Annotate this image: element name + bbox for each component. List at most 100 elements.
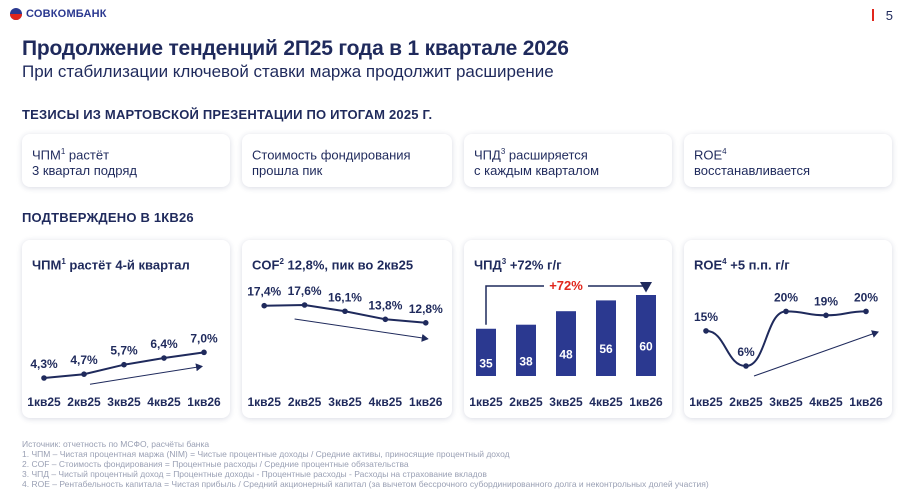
data-point xyxy=(121,361,127,368)
data-point xyxy=(201,349,207,356)
thesis-text: Стоимость фондирования прошла пик xyxy=(252,144,411,179)
data-point xyxy=(161,355,167,361)
bar xyxy=(476,328,496,376)
data-label: 15% xyxy=(694,310,718,324)
thesis-footnote-ref: 4 xyxy=(722,147,727,156)
footnote-3: 3. ЧПД – Чистый процентный доход = Проце… xyxy=(22,469,487,479)
x-tick-label: 2кв25 xyxy=(288,395,322,409)
metric-footnote-ref: 3 xyxy=(501,257,507,266)
metric-card-heading: ЧПМ1 растёт 4-й квартал xyxy=(32,257,190,272)
data-point xyxy=(422,320,429,326)
thesis-card-nim: ЧПМ1 растёт 3 квартал подряд xyxy=(22,134,230,187)
bar xyxy=(636,295,656,376)
series-line xyxy=(705,310,867,368)
x-tick-label: 1кв25 xyxy=(248,395,282,409)
confirmed-section-title: ПОДТВЕРЖДЕНО В 1КВ26 xyxy=(22,210,194,225)
thesis-card-roe: ROE4 восстанавливается xyxy=(684,134,892,187)
data-point xyxy=(823,312,829,319)
data-point xyxy=(382,316,389,323)
metric-card-nim: ЧПМ1 растёт 4-й квартал 1кв25 2кв25 3кв25 4… xyxy=(22,240,230,418)
thesis-body: прошла пик xyxy=(252,163,323,179)
thesis-card-nii: ЧПД3 расширяется с каждым кварталом xyxy=(464,134,672,187)
slide-title: Продолжение тенденций 2П25 года в 1 квар… xyxy=(22,37,569,60)
data-label: 4,7% xyxy=(70,353,98,367)
bar xyxy=(556,311,576,376)
data-point xyxy=(301,302,308,308)
data-label: 13,8% xyxy=(368,298,402,312)
data-label: 17,6% xyxy=(288,284,322,298)
metric-footnote-ref: 1 xyxy=(61,257,66,266)
thesis-body: растёт 3 квартал подряд xyxy=(32,147,137,179)
footnote-source: Источник: отчетность по МСФО, расчёты ба… xyxy=(22,439,210,449)
metric-label: ЧПД xyxy=(474,257,502,273)
bar-value-label: 35 xyxy=(479,356,493,370)
bank-logo: СОВКОМБАНК xyxy=(10,8,107,20)
thesis-label: ЧПД xyxy=(474,147,501,163)
footnote-4: 4. ROE – Рентабельность капитала = Чиста… xyxy=(22,479,709,489)
trend-arrow xyxy=(753,330,879,377)
x-tick-label: 4кв25 xyxy=(589,395,623,409)
growth-label-background xyxy=(544,277,588,293)
roe-line-chart: 1кв25 2кв25 3кв25 4кв25 1кв26 15% 6% 20% 19% 20% xyxy=(689,290,883,409)
x-tick-label: 1кв25 xyxy=(27,395,61,409)
data-point xyxy=(261,302,268,309)
theses-section-title: ТЕЗИСЫ ИЗ МАРТОВСКОЙ ПРЕЗЕНТАЦИИ ПО ИТОГ… xyxy=(22,107,433,122)
x-tick-label: 2кв25 xyxy=(509,395,543,409)
metric-text: +72% г/г xyxy=(509,257,562,273)
footnote-2: 2. COF – Стоимость фондирования = Процен… xyxy=(22,459,409,469)
data-point xyxy=(863,308,869,315)
x-tick-label: 4кв25 xyxy=(147,395,181,409)
metric-card-roe: ROE4 +5 п.п. г/г 1кв25 2кв25 3кв25 4кв25 1кв… xyxy=(684,240,892,418)
data-point xyxy=(703,328,709,334)
data-label: 20% xyxy=(774,290,798,304)
x-tick-label: 3кв25 xyxy=(769,395,803,409)
data-point xyxy=(342,308,348,315)
metric-footnote-ref: 4 xyxy=(722,257,727,266)
metric-text: растёт 4-й квартал xyxy=(69,257,190,273)
data-point xyxy=(41,375,47,381)
bar xyxy=(516,324,536,376)
data-label: 7,0% xyxy=(190,331,218,345)
slide-subtitle: При стабилизации ключевой ставки маржа п… xyxy=(22,62,554,81)
data-label: 19% xyxy=(814,294,838,308)
thesis-label: ЧПМ xyxy=(32,147,61,163)
thesis-body: расширяется с каждым кварталом xyxy=(474,147,600,179)
data-label: 16,1% xyxy=(328,290,362,304)
bar-value-label: 56 xyxy=(599,342,613,356)
thesis-text: ЧПМ1 растёт 3 квартал подряд xyxy=(32,144,137,179)
page-number-divider xyxy=(871,9,874,21)
bar-value-label: 48 xyxy=(559,348,573,362)
data-label: 20% xyxy=(854,290,878,304)
data-label: 12,8% xyxy=(409,302,443,316)
x-tick-label: 1кв26 xyxy=(187,395,221,409)
trend-arrow xyxy=(89,363,203,385)
footnote-1: 1. ЧПМ – Чистая процентная маржа (NIM) =… xyxy=(22,449,510,459)
x-tick-label: 2кв25 xyxy=(729,395,763,409)
x-tick-label: 1кв26 xyxy=(629,395,663,409)
thesis-body: восстанавливается xyxy=(694,163,811,179)
x-tick-label: 3кв25 xyxy=(107,395,141,409)
data-point xyxy=(81,371,87,377)
thesis-footnote-ref: 1 xyxy=(60,147,66,156)
metric-text: 12,8%, пик во 2кв25 xyxy=(287,257,414,273)
data-point xyxy=(783,308,789,315)
trend-arrow xyxy=(294,318,429,342)
x-tick-label: 3кв25 xyxy=(549,395,583,409)
x-tick-label: 1кв26 xyxy=(849,395,883,409)
cof-line-chart: 1кв25 2кв25 3кв25 4кв25 1кв26 17,4% 17,6% 16,1%… xyxy=(247,284,443,409)
thesis-footnote-ref: 3 xyxy=(500,147,506,156)
x-tick-label: 3кв25 xyxy=(328,395,362,409)
data-label: 17,4% xyxy=(247,285,281,299)
metric-label: ЧПМ xyxy=(32,257,62,273)
x-tick-label: 1кв26 xyxy=(409,395,443,409)
metric-card-heading: COF2 12,8%, пик во 2кв25 xyxy=(252,257,413,272)
metric-label: COF xyxy=(252,257,280,273)
thesis-card-cof: Стоимость фондирования прошла пик xyxy=(242,134,452,187)
x-tick-label: 4кв25 xyxy=(809,395,843,409)
data-label: 6% xyxy=(737,345,755,359)
metric-footnote-ref: 2 xyxy=(279,257,284,266)
data-label: 6,4% xyxy=(150,337,178,351)
thesis-text: ЧПД3 расширяется с каждым кварталом xyxy=(474,144,599,179)
nim-line-chart: 1кв25 2кв25 3кв25 4кв25 1кв26 4,3% 4,7% 5,7% 6,4… xyxy=(27,331,221,409)
data-label: 4,3% xyxy=(30,357,58,371)
